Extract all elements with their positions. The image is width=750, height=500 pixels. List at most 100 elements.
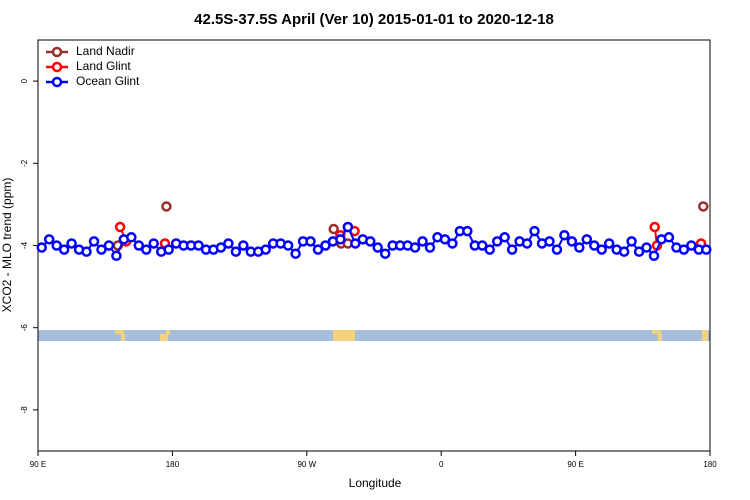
- data-point: [350, 238, 361, 249]
- data-point: [328, 223, 339, 235]
- data-point: [365, 236, 376, 247]
- data-point: [161, 201, 172, 212]
- data-point: [439, 234, 451, 245]
- data-point: [163, 244, 174, 255]
- data-point: [320, 240, 331, 251]
- legend-label: Land Nadir: [76, 44, 135, 58]
- y-tick-label: -8: [20, 406, 29, 414]
- data-point: [260, 244, 271, 255]
- land-patch: [115, 330, 124, 334]
- data-point: [379, 248, 391, 259]
- data-point: [462, 225, 473, 237]
- data-point: [114, 221, 126, 233]
- data-point: [409, 242, 421, 253]
- data-point: [686, 240, 697, 251]
- data-point: [312, 244, 324, 255]
- data-point: [81, 246, 92, 257]
- data-point: [491, 236, 503, 247]
- data-point: [521, 238, 533, 249]
- data-point: [544, 236, 555, 247]
- data-point: [111, 250, 122, 262]
- land-patch: [121, 334, 125, 341]
- data-point: [223, 238, 234, 249]
- data-point: [103, 240, 115, 251]
- data-point: [551, 244, 563, 255]
- data-point: [43, 234, 55, 245]
- data-point: [603, 238, 615, 249]
- data-point: [290, 248, 301, 259]
- data-point: [529, 225, 540, 237]
- data-point: [581, 234, 593, 245]
- y-tick-label: 0: [20, 78, 29, 83]
- x-axis-label: Longitude: [349, 476, 402, 490]
- legend-label: Ocean Glint: [76, 74, 140, 88]
- data-point: [126, 232, 137, 243]
- data-point: [305, 236, 316, 247]
- y-tick-label: -2: [20, 159, 29, 167]
- y-tick-label: -4: [20, 241, 29, 249]
- map-strip: [38, 330, 710, 341]
- data-point: [36, 242, 47, 253]
- data-point: [342, 221, 354, 233]
- data-point: [633, 246, 645, 257]
- data-point: [96, 244, 107, 255]
- data-point: [193, 240, 204, 251]
- x-tick-label: 90 W: [297, 460, 316, 469]
- data-point: [701, 244, 712, 255]
- data-point: [230, 246, 242, 257]
- data-point: [424, 242, 436, 253]
- land-patch: [652, 330, 661, 334]
- legend-marker: [51, 46, 63, 58]
- data-point: [133, 240, 145, 251]
- x-tick-label: 180: [166, 460, 180, 469]
- ocean-strip: [38, 330, 710, 341]
- chart-title: 42.5S-37.5S April (Ver 10) 2015-01-01 to…: [194, 11, 554, 28]
- data-point: [506, 244, 518, 255]
- data-point: [58, 244, 70, 255]
- data-point: [447, 238, 458, 249]
- data-point: [282, 240, 294, 251]
- data-point: [663, 232, 675, 243]
- data-point: [499, 232, 510, 243]
- land-patch: [166, 330, 170, 335]
- data-point: [678, 244, 690, 255]
- data-point: [484, 244, 495, 255]
- data-point: [626, 236, 637, 247]
- data-point: [51, 240, 62, 251]
- data-point: [238, 240, 249, 251]
- data-point: [148, 238, 159, 249]
- land-patch: [333, 330, 355, 341]
- y-axis-label: XCO2 - MLO trend (ppm): [0, 178, 14, 313]
- series: [36, 221, 712, 262]
- data-point: [477, 240, 488, 251]
- data-point: [141, 244, 152, 255]
- data-point: [417, 236, 428, 247]
- legend-label: Land Glint: [76, 59, 131, 73]
- x-tick-label: 0: [439, 460, 444, 469]
- data-point: [66, 238, 77, 249]
- data-point: [335, 234, 346, 245]
- x-tick-label: 90 E: [30, 460, 46, 469]
- x-tick-label: 90 E: [567, 460, 583, 469]
- data-point: [88, 236, 100, 247]
- data-point: [372, 242, 383, 253]
- data-point: [574, 242, 585, 253]
- y-tick-label: -6: [20, 324, 29, 332]
- x-tick-label: 180: [703, 460, 717, 469]
- legend-marker: [51, 76, 63, 88]
- data-point: [596, 244, 607, 255]
- land-patch: [160, 334, 168, 341]
- data-point: [589, 240, 600, 251]
- data-point: [648, 250, 660, 262]
- data-point: [641, 242, 652, 253]
- land-patch: [702, 330, 708, 341]
- data-point: [559, 229, 570, 241]
- data-point: [698, 201, 709, 212]
- legend-marker: [51, 61, 63, 73]
- data-point: [618, 246, 630, 257]
- data-point: [566, 236, 578, 247]
- data-point: [649, 221, 660, 233]
- data-point: [215, 242, 227, 253]
- land-patch: [658, 334, 662, 341]
